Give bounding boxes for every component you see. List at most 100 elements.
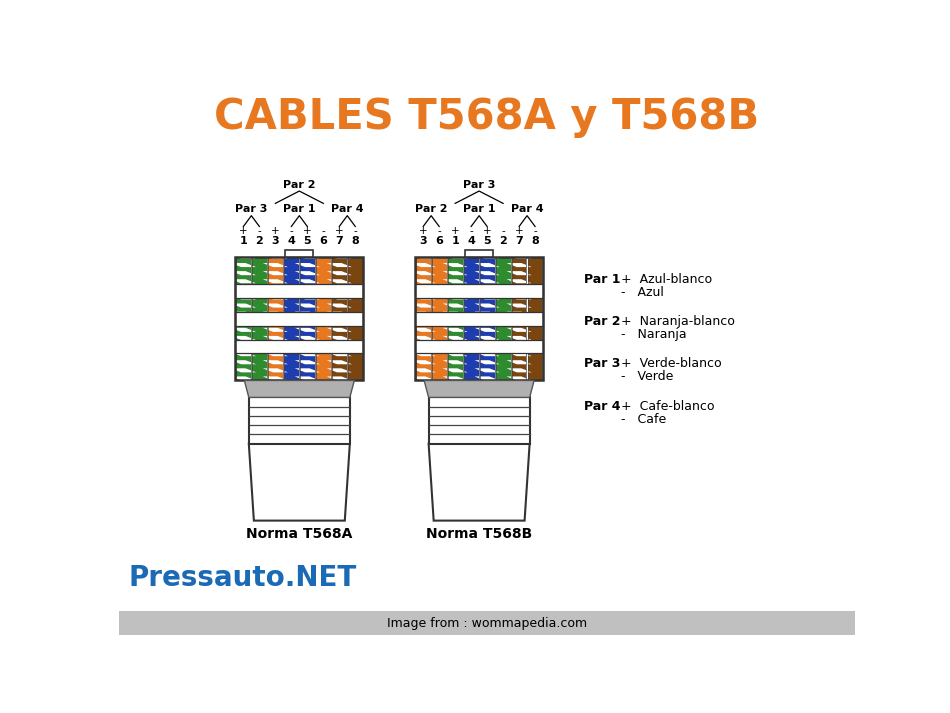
- Polygon shape: [410, 230, 436, 235]
- Polygon shape: [410, 393, 436, 396]
- Polygon shape: [327, 376, 352, 381]
- Polygon shape: [443, 206, 467, 210]
- Polygon shape: [474, 369, 500, 372]
- Bar: [416, 257, 430, 381]
- Polygon shape: [263, 295, 288, 299]
- Polygon shape: [294, 263, 320, 267]
- Polygon shape: [231, 360, 256, 364]
- Polygon shape: [443, 328, 467, 332]
- Polygon shape: [327, 369, 352, 372]
- Polygon shape: [327, 263, 352, 267]
- Text: 6: 6: [319, 237, 327, 247]
- Text: 2: 2: [500, 237, 507, 247]
- Polygon shape: [506, 336, 532, 340]
- Bar: [496, 257, 510, 381]
- Polygon shape: [231, 271, 256, 275]
- Polygon shape: [231, 287, 256, 292]
- Bar: [236, 284, 363, 298]
- Polygon shape: [506, 304, 532, 307]
- Polygon shape: [443, 255, 467, 259]
- Text: Image from : wommapedia.com: Image from : wommapedia.com: [387, 617, 587, 630]
- Bar: [252, 257, 267, 381]
- Text: 4: 4: [467, 237, 475, 247]
- Bar: [268, 257, 283, 381]
- Polygon shape: [410, 369, 436, 372]
- Polygon shape: [410, 247, 436, 251]
- Polygon shape: [327, 222, 352, 227]
- Bar: [415, 312, 543, 326]
- Polygon shape: [231, 401, 256, 405]
- Polygon shape: [410, 384, 436, 389]
- Polygon shape: [474, 376, 500, 381]
- Polygon shape: [410, 215, 436, 218]
- Text: -: -: [533, 227, 537, 237]
- Polygon shape: [294, 384, 320, 389]
- Bar: [268, 257, 283, 381]
- Polygon shape: [327, 393, 352, 396]
- Polygon shape: [263, 393, 288, 396]
- Polygon shape: [443, 336, 467, 340]
- Bar: [512, 257, 526, 381]
- Polygon shape: [443, 319, 467, 324]
- Text: 8: 8: [352, 237, 359, 247]
- Polygon shape: [443, 239, 467, 243]
- Text: Par 2: Par 2: [283, 180, 315, 190]
- Polygon shape: [443, 384, 467, 389]
- Polygon shape: [506, 369, 532, 372]
- Polygon shape: [263, 369, 288, 372]
- Polygon shape: [327, 271, 352, 275]
- Polygon shape: [443, 369, 467, 372]
- Polygon shape: [294, 312, 320, 316]
- Text: Par 1: Par 1: [283, 204, 315, 214]
- Polygon shape: [474, 344, 500, 348]
- Polygon shape: [263, 263, 288, 267]
- Polygon shape: [474, 255, 500, 259]
- Polygon shape: [294, 295, 320, 299]
- Polygon shape: [474, 319, 500, 324]
- Text: -   Cafe: - Cafe: [621, 413, 666, 426]
- Text: +: +: [335, 227, 344, 237]
- Polygon shape: [231, 319, 256, 324]
- Polygon shape: [294, 215, 320, 218]
- Polygon shape: [294, 271, 320, 275]
- Polygon shape: [294, 401, 320, 405]
- Polygon shape: [294, 328, 320, 332]
- Polygon shape: [263, 384, 288, 389]
- Polygon shape: [263, 206, 288, 210]
- Text: -: -: [469, 227, 473, 237]
- Text: +  Naranja-blanco: + Naranja-blanco: [621, 315, 735, 328]
- Text: 5: 5: [484, 237, 491, 247]
- Polygon shape: [474, 206, 500, 210]
- Bar: [431, 257, 446, 381]
- Text: +: +: [271, 227, 279, 237]
- Bar: [480, 257, 495, 381]
- Polygon shape: [424, 381, 534, 397]
- Polygon shape: [474, 230, 500, 235]
- Polygon shape: [231, 328, 256, 332]
- Polygon shape: [443, 222, 467, 227]
- Polygon shape: [506, 360, 532, 364]
- Text: -: -: [353, 227, 357, 237]
- Text: +: +: [451, 227, 460, 237]
- Polygon shape: [443, 376, 467, 381]
- Text: 7: 7: [515, 237, 523, 247]
- Polygon shape: [263, 230, 288, 235]
- Polygon shape: [443, 295, 467, 299]
- Bar: [236, 257, 251, 381]
- Polygon shape: [263, 304, 288, 307]
- Polygon shape: [263, 336, 288, 340]
- Text: Par 3: Par 3: [463, 180, 495, 190]
- Bar: [527, 257, 542, 381]
- Polygon shape: [410, 376, 436, 381]
- Polygon shape: [506, 376, 532, 381]
- Polygon shape: [506, 344, 532, 348]
- Bar: [447, 257, 463, 381]
- Bar: [332, 257, 347, 381]
- Bar: [119, 612, 855, 635]
- Polygon shape: [294, 222, 320, 227]
- Bar: [300, 257, 314, 381]
- Polygon shape: [443, 352, 467, 356]
- Polygon shape: [506, 271, 532, 275]
- Polygon shape: [263, 360, 288, 364]
- Bar: [252, 257, 267, 381]
